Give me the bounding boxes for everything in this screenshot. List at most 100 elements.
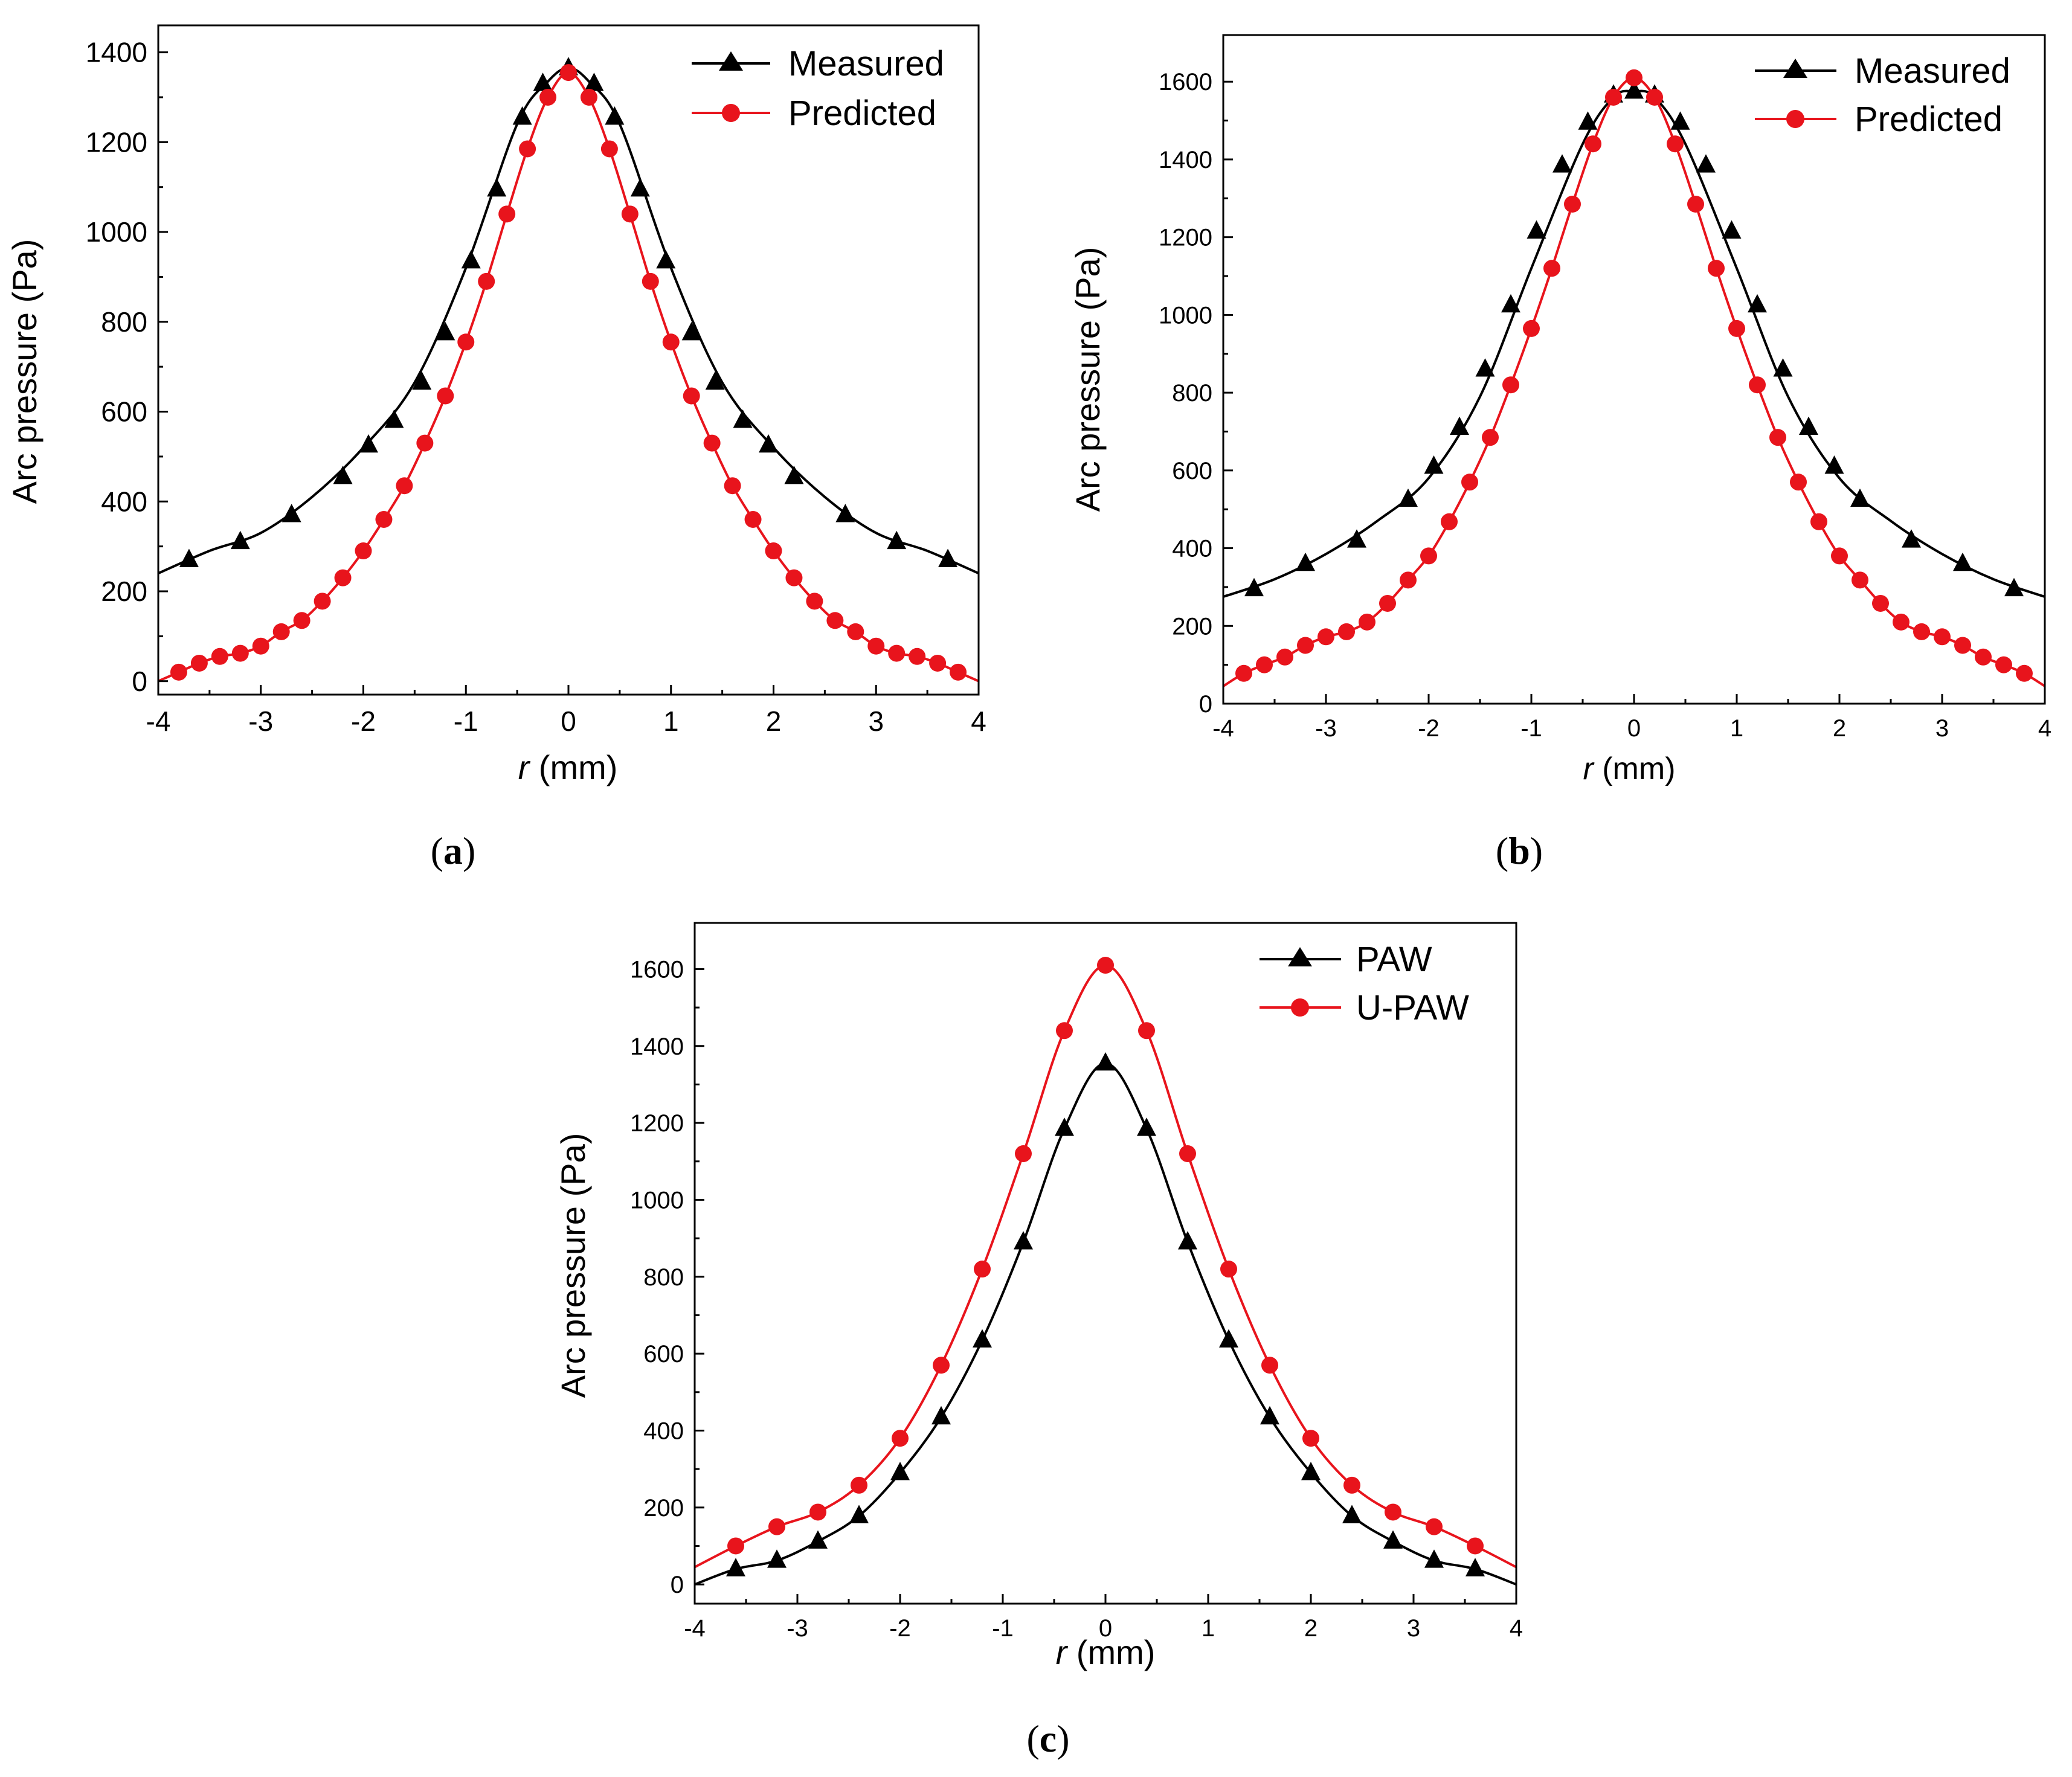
panel-a-predicted-point-36: [909, 647, 926, 665]
panel-b-x-tick-label: -2: [1418, 715, 1440, 742]
panel-c-paw-point-1: [767, 1549, 787, 1568]
panel-a-measured-point-22: [835, 504, 855, 522]
panel-b-x-tick-label: 3: [1935, 715, 1949, 742]
panel-a-x-tick-label: -3: [248, 705, 273, 737]
panel-a-measured-point-20: [759, 434, 779, 453]
panel-c-paw-point-6: [973, 1329, 992, 1348]
panel-c-u-paw-point-10: [1138, 1022, 1155, 1040]
panel-a-predicted-point-30: [785, 569, 803, 586]
panel-b-measured-point-4: [1424, 455, 1444, 474]
panel-b-y-tick-label: 600: [1172, 458, 1212, 484]
panel-b-predicted-point-27: [1790, 474, 1807, 491]
panel-b-measured-point-22: [1902, 529, 1921, 548]
panel-b-y-tick-label: 200: [1172, 613, 1212, 640]
panel-c: -4 -3 -2 -1 0 1 2 3 4 0 200 400 600 800 1000 1200 1400 16…: [554, 922, 1523, 1760]
panel-a-predicted-point-13: [437, 387, 454, 405]
panel-c-paw-point-11: [1178, 1231, 1197, 1250]
panel-b-predicted-point-8: [1400, 571, 1417, 589]
panel-a-predicted-point-29: [765, 542, 782, 560]
panel-b-y-tick-label: 1600: [1159, 69, 1212, 95]
panel-c-x-axis-label-var: r: [1056, 1633, 1069, 1671]
panel-a-predicted-point-1: [190, 654, 208, 672]
panel-b-measured-point-15: [1696, 154, 1716, 173]
panel-a-predicted-point-35: [888, 644, 906, 662]
panel-b-x-tick-label: 4: [2038, 715, 2051, 742]
panel-a-measured-point-15: [630, 178, 650, 197]
panel-c-paw-point-12: [1219, 1329, 1238, 1348]
panel-a-plot: -4 -3 -2 -1 0 1 2 3 4 0 200 400 600 800 1000 1200 1400: [86, 24, 986, 737]
panel-b-measured-point-16: [1722, 220, 1742, 239]
panel-b-predicted-point-6: [1359, 613, 1375, 631]
panel-a-legend: Measured Predicted: [692, 44, 944, 133]
panel-c-u-paw-point-14: [1302, 1430, 1319, 1447]
panel-b-caption: (b): [1496, 829, 1543, 872]
panel-b: -4 -3 -2 -1 0 1 2 3 4 0 200 400 600 800 1000 1200 1400 16…: [1069, 34, 2051, 872]
panel-c-x-tick-label: 0: [1099, 1615, 1112, 1642]
panel-b-caption-letter: b: [1508, 829, 1530, 872]
panel-c-paw-point-9: [1096, 1052, 1115, 1071]
panel-b-x-tick-label: -4: [1212, 715, 1234, 742]
panel-a-measured-point-8: [461, 250, 481, 269]
panel-a-caption: (a): [431, 829, 476, 872]
panel-b-predicted-point-32: [1893, 613, 1910, 631]
panel-c-legend-upaw-marker: [1291, 998, 1309, 1017]
panel-a-measured-point-0: [179, 548, 199, 567]
panel-c-x-axis-label: r (mm): [1056, 1633, 1156, 1671]
panel-a-legend-measured-marker: [719, 51, 743, 71]
panel-b-measured-point-10: [1578, 111, 1598, 130]
panel-b-measured-point-8: [1527, 220, 1546, 239]
panel-b-predicted-point-33: [1913, 623, 1930, 640]
panel-c-x-tick-label: -3: [787, 1615, 808, 1642]
panel-a: -4 -3 -2 -1 0 1 2 3 4 0 200 400 600 800 1000 1200 1400 A…: [5, 24, 986, 872]
panel-b-predicted-point-14: [1523, 320, 1540, 337]
panel-b-predicted-point-21: [1667, 135, 1684, 153]
panel-a-x-tick-label: 0: [561, 705, 576, 737]
panel-a-predicted-point-25: [683, 387, 700, 405]
panel-a-x-axis-label: r (mm): [518, 748, 618, 786]
panel-b-predicted-point-9: [1420, 547, 1437, 565]
panel-a-legend-predicted-marker: [722, 104, 740, 122]
panel-a-predicted-point-2: [211, 647, 228, 665]
panel-b-measured-point-7: [1501, 294, 1520, 313]
panel-a-y-tick-label: 0: [132, 666, 147, 697]
panel-a-predicted-point-16: [498, 205, 516, 223]
panel-b-y-tick-label: 1400: [1159, 147, 1212, 173]
panel-b-measured-point-14: [1670, 111, 1690, 130]
panel-a-predicted-point-3: [231, 644, 249, 662]
panel-a-y-axis-label: Arc pressure (Pa): [5, 239, 43, 504]
panel-c-u-paw-point-6: [974, 1261, 991, 1278]
panel-a-predicted-point-8: [334, 569, 352, 586]
panel-c-u-paw-point-15: [1343, 1476, 1360, 1494]
panel-c-y-tick-label: 1600: [630, 956, 684, 983]
panel-b-y-tick-label: 0: [1199, 691, 1212, 718]
panel-a-measured-point-3: [333, 465, 353, 484]
panel-b-predicted-point-20: [1646, 88, 1663, 106]
panel-a-measured-point-18: [705, 371, 725, 390]
panel-c-legend-upaw-label: U-PAW: [1356, 988, 1469, 1027]
panel-a-measured-point-23: [887, 530, 907, 550]
panel-a-predicted-point-18: [539, 88, 557, 106]
panel-b-predicted-point-31: [1872, 594, 1889, 612]
panel-a-x-tick-label: -2: [351, 705, 376, 737]
panel-a-y-tick-label: 1000: [86, 216, 147, 248]
panel-c-u-paw-point-18: [1467, 1537, 1484, 1555]
panel-c-x-tick-label: 1: [1202, 1615, 1215, 1642]
panel-a-predicted-point-7: [314, 593, 331, 610]
panel-a-predicted-point-23: [642, 272, 659, 290]
panel-c-paw-point-4: [890, 1462, 910, 1480]
panel-c-u-paw-point-3: [851, 1476, 867, 1494]
panel-c-u-paw-point-8: [1056, 1022, 1073, 1040]
panel-c-u-paw-point-2: [809, 1503, 826, 1521]
panel-a-predicted-point-9: [355, 542, 372, 560]
panel-b-predicted-point-26: [1769, 429, 1786, 446]
panel-a-predicted-point-24: [662, 333, 680, 351]
panel-a-predicted-point-31: [806, 593, 823, 610]
panel-a-measured-point-10: [512, 106, 532, 125]
panel-b-predicted-point-35: [1954, 637, 1971, 654]
panel-b-x-tick-label: 2: [1833, 715, 1846, 742]
panel-b-measured-point-20: [1824, 455, 1844, 474]
panel-a-x-tick-label: 4: [971, 705, 986, 737]
panel-a-predicted-point-38: [950, 663, 967, 681]
panel-b-measured-point-18: [1773, 358, 1793, 377]
panel-b-legend-measured-marker: [1783, 59, 1807, 78]
